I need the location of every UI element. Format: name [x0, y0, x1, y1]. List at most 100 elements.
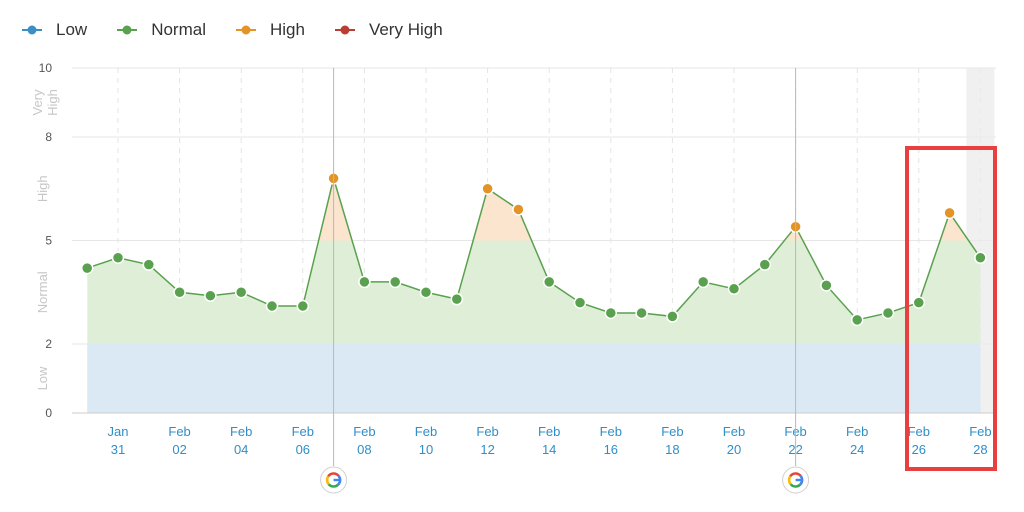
data-point[interactable] — [265, 299, 279, 313]
google-g-icon — [787, 472, 804, 488]
chart-legend: Low Normal High Very High — [22, 18, 473, 42]
svg-text:VeryHigh: VeryHigh — [30, 89, 60, 116]
svg-text:Feb: Feb — [661, 424, 683, 439]
data-point[interactable] — [419, 286, 433, 299]
legend-item-low[interactable]: Low — [22, 20, 87, 40]
svg-text:Feb: Feb — [908, 424, 930, 439]
data-point[interactable] — [943, 206, 956, 220]
svg-text:04: 04 — [234, 442, 248, 457]
data-point[interactable] — [666, 310, 679, 323]
data-point[interactable] — [542, 275, 556, 289]
google-g-icon — [325, 472, 342, 488]
svg-text:Feb: Feb — [538, 424, 560, 439]
legend-label: Low — [56, 20, 88, 39]
data-point[interactable] — [388, 275, 402, 289]
svg-text:Feb: Feb — [292, 424, 314, 439]
data-point[interactable] — [111, 251, 125, 264]
x-tick-label: Feb 06 — [292, 424, 314, 457]
svg-text:02: 02 — [172, 442, 186, 457]
x-tick-label: Jan 31 — [108, 424, 129, 457]
data-point[interactable] — [450, 292, 464, 306]
x-tick-label: Feb 12 — [476, 424, 498, 457]
x-tick-label: Feb 24 — [846, 424, 868, 457]
data-point[interactable] — [820, 279, 833, 292]
x-tick-label: Feb 02 — [168, 424, 190, 457]
x-tick-label: Feb 20 — [723, 424, 745, 457]
data-point[interactable] — [481, 182, 494, 195]
x-tick-label: Feb 16 — [600, 424, 622, 457]
x-tick-label: Feb 18 — [661, 424, 683, 457]
svg-text:Feb: Feb — [415, 424, 437, 439]
zone-fill-low — [87, 344, 981, 413]
svg-text:Feb: Feb — [230, 424, 252, 439]
legend-marker-icon — [22, 25, 42, 35]
x-tick-label: Feb 10 — [415, 424, 437, 457]
data-point[interactable] — [142, 258, 156, 271]
data-point[interactable] — [758, 258, 772, 271]
svg-text:10: 10 — [419, 442, 433, 457]
svg-text:16: 16 — [604, 442, 618, 457]
data-point[interactable] — [173, 286, 186, 299]
data-point[interactable] — [204, 289, 217, 302]
svg-text:High: High — [35, 175, 50, 202]
y-tick-label: 5 — [45, 234, 52, 248]
svg-text:Feb: Feb — [969, 424, 991, 439]
zone-label: High — [35, 175, 50, 202]
svg-text:14: 14 — [542, 442, 556, 457]
google-update-marker[interactable] — [782, 68, 810, 494]
svg-text:Jan: Jan — [108, 424, 129, 439]
svg-text:06: 06 — [296, 442, 310, 457]
svg-text:Feb: Feb — [353, 424, 375, 439]
legend-label: High — [269, 20, 305, 39]
zone-label: VeryHigh — [30, 89, 60, 116]
svg-text:Low: Low — [35, 366, 50, 390]
svg-text:Feb: Feb — [168, 424, 190, 439]
svg-text:31: 31 — [111, 442, 125, 457]
data-point[interactable] — [358, 275, 371, 289]
legend-marker-icon — [235, 25, 256, 35]
svg-text:28: 28 — [973, 442, 987, 457]
zone-fill-high — [87, 178, 981, 241]
x-tick-label: Feb 28 — [969, 424, 991, 457]
y-tick-label: 8 — [45, 130, 52, 144]
x-tick-label: Feb 04 — [230, 424, 252, 457]
x-tick-label: Feb 14 — [538, 424, 560, 457]
zone-label: Normal — [35, 271, 50, 313]
zone-fill-very-high — [87, 68, 980, 137]
svg-text:Feb: Feb — [723, 424, 745, 439]
data-point[interactable] — [974, 251, 987, 264]
svg-text:24: 24 — [850, 442, 864, 457]
legend-item-high[interactable]: High — [235, 20, 305, 40]
legend-marker-icon — [334, 25, 355, 35]
data-point[interactable] — [635, 306, 648, 320]
data-point[interactable] — [512, 203, 525, 216]
data-point[interactable] — [604, 306, 618, 320]
legend-item-normal[interactable]: Normal — [117, 20, 206, 40]
data-point[interactable] — [696, 275, 710, 289]
zone-fill-normal — [87, 240, 981, 344]
svg-text:12: 12 — [480, 442, 494, 457]
svg-text:Feb: Feb — [600, 424, 622, 439]
legend-marker-icon — [117, 25, 138, 35]
svg-text:26: 26 — [912, 442, 926, 457]
legend-item-very-high[interactable]: Very High — [334, 20, 443, 40]
data-point[interactable] — [727, 282, 741, 296]
highlight-box — [905, 146, 997, 471]
data-point[interactable] — [573, 296, 587, 309]
zone-label: Low — [35, 366, 50, 390]
y-tick-label: 0 — [45, 406, 52, 420]
google-update-marker[interactable] — [320, 68, 348, 494]
x-tick-label: Feb 08 — [353, 424, 375, 457]
y-tick-label: 10 — [39, 61, 53, 75]
data-point[interactable] — [850, 313, 864, 327]
svg-text:20: 20 — [727, 442, 741, 457]
data-point[interactable] — [912, 296, 926, 309]
legend-label: Very High — [368, 20, 443, 39]
data-point[interactable] — [234, 286, 248, 299]
x-tick-label: Feb 26 — [908, 424, 930, 457]
data-point[interactable] — [881, 306, 895, 320]
data-point[interactable] — [296, 299, 310, 313]
data-point[interactable] — [80, 261, 94, 275]
svg-text:Feb: Feb — [476, 424, 498, 439]
